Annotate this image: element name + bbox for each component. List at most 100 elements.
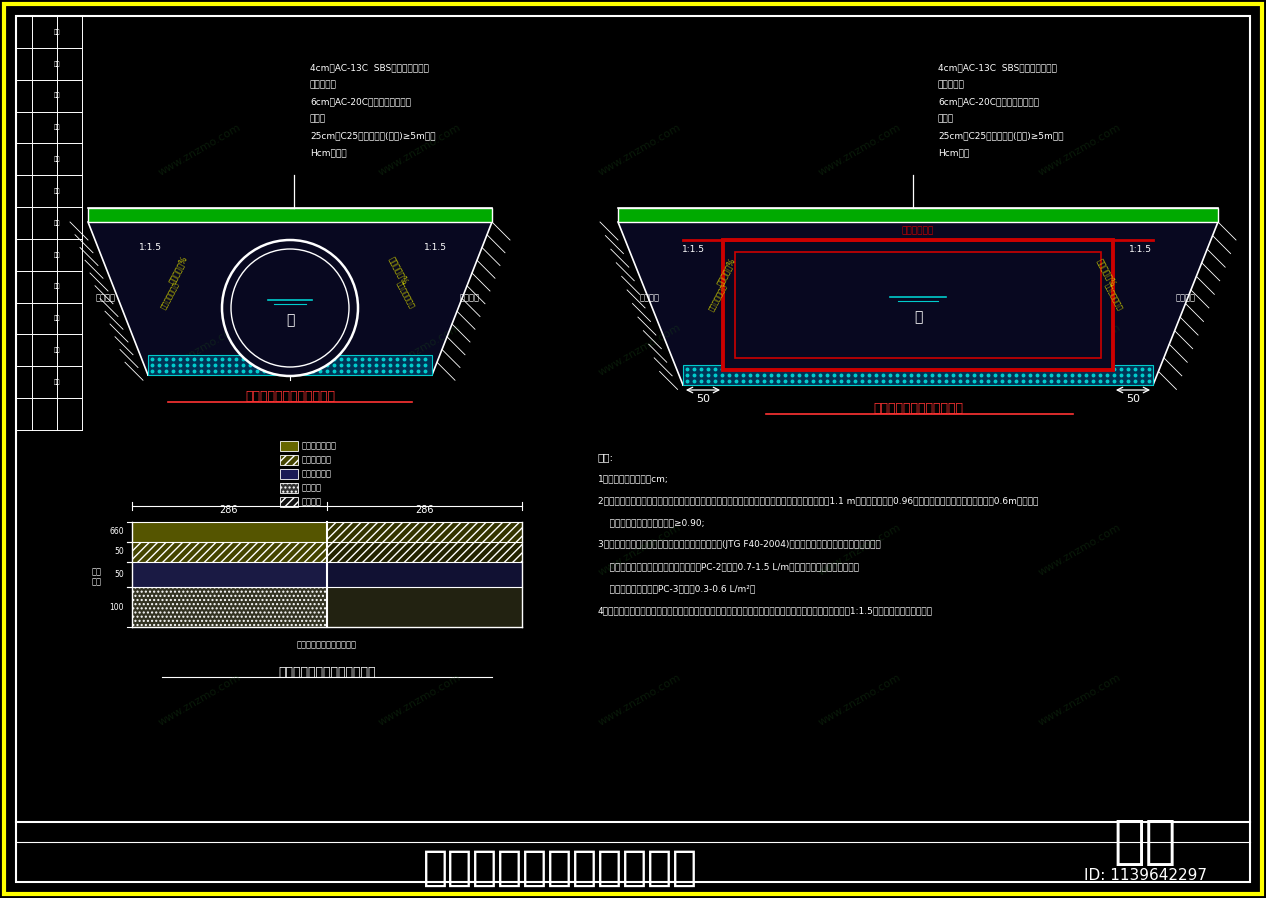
Text: www.znzmo.com: www.znzmo.com (1037, 523, 1123, 577)
Text: www.znzmo.com: www.znzmo.com (1037, 673, 1123, 727)
Bar (280, 455, 298, 465)
Text: 50: 50 (1125, 394, 1139, 404)
Text: www.znzmo.com: www.znzmo.com (1037, 322, 1123, 378)
Text: www.znzmo.com: www.znzmo.com (157, 673, 243, 727)
Bar (327, 587, 522, 627)
Text: 管涵顶面路面恢复结构图: 管涵顶面路面恢复结构图 (423, 847, 698, 889)
Text: 25cm厚C25水泥混凝土(毛面)≥5m一缝: 25cm厚C25水泥混凝土(毛面)≥5m一缝 (938, 131, 1063, 140)
Text: 透层油: 透层油 (938, 115, 955, 124)
Text: 路面: 路面 (53, 284, 61, 289)
Text: 里程: 里程 (53, 252, 61, 258)
Bar (280, 483, 298, 493)
Text: 处，喷洒通透层油型PC-3，用量0.3-0.6 L/m²。: 处，喷洒通透层油型PC-3，用量0.3-0.6 L/m²。 (598, 584, 756, 593)
Bar (132, 522, 327, 542)
Bar (723, 240, 1113, 370)
Text: 2、管涵填土：沿涵管管壁、壁角均沿管均匀填筑，采用细粒土或透水性填料压实填筑，填充大于1.1 m，压实度不小于0.96，管涵上不能大的车辆，管涵顶以0.6m覆填: 2、管涵填土：沿涵管管壁、壁角均沿管均匀填筑，采用细粒土或透水性填料压实填筑，填… (598, 496, 1038, 505)
Bar (618, 208, 1218, 222)
Bar (682, 365, 1153, 385)
Text: 混凝土上均匀喷洒，喷洒沥青粘层油型PC-2，用量0.7-1.5 L/m；新建路基上采用沥青透层油: 混凝土上均匀喷洒，喷洒沥青粘层油型PC-2，用量0.7-1.5 L/m；新建路基… (598, 562, 860, 571)
Text: 土料压实度%: 土料压实度% (1095, 257, 1117, 287)
Text: 100: 100 (109, 603, 124, 612)
Text: 坡度: 坡度 (53, 189, 61, 194)
Text: 路面: 路面 (406, 537, 418, 547)
Text: www.znzmo.com: www.znzmo.com (377, 523, 463, 577)
Text: www.znzmo.com: www.znzmo.com (598, 122, 684, 178)
Text: 4、原旧路面和新建路面基础施工路基处理，松软处填筑，旧路面处理一基一层共同工程范围内。具体比例1:1.5，最后冻融面部的铺筑。: 4、原旧路面和新建路面基础施工路基处理，松软处填筑，旧路面处理一基一层共同工程范… (598, 606, 933, 615)
Text: www.znzmo.com: www.znzmo.com (377, 322, 463, 378)
Text: 五一路管涵顶面路面结构图: 五一路管涵顶面路面结构图 (246, 390, 335, 402)
Bar (280, 497, 298, 507)
Text: 286: 286 (415, 505, 434, 515)
Text: Hcm土石: Hcm土石 (938, 148, 970, 157)
Text: www.znzmo.com: www.znzmo.com (817, 122, 903, 178)
Text: 宽度: 宽度 (53, 316, 61, 321)
Text: 宽度: 宽度 (53, 92, 61, 99)
Text: 最大不均匀系数: 最大不均匀系数 (396, 280, 417, 310)
Text: 6cm厚AC-20C中粒式沥青混凝土: 6cm厚AC-20C中粒式沥青混凝土 (310, 98, 411, 107)
Text: 沥青粘层油: 沥青粘层油 (310, 81, 337, 90)
Text: 设计: 设计 (53, 348, 61, 353)
Text: 最大不均匀系数: 最大不均匀系数 (708, 282, 728, 312)
Text: www.znzmo.com: www.znzmo.com (377, 673, 463, 727)
Text: 涵: 涵 (914, 310, 922, 324)
Text: www.znzmo.com: www.znzmo.com (157, 322, 243, 378)
Text: 土料压实度%: 土料压实度% (387, 254, 409, 286)
Bar (280, 469, 298, 479)
Text: 土料压实度%: 土料压实度% (715, 257, 737, 287)
Text: 复核: 复核 (53, 380, 61, 385)
Bar (327, 562, 522, 587)
Text: 新建混凝土层: 新建混凝土层 (303, 470, 332, 479)
Text: www.znzmo.com: www.znzmo.com (377, 122, 463, 178)
Bar (132, 562, 327, 587)
Bar (280, 441, 298, 451)
Text: www.znzmo.com: www.znzmo.com (1037, 122, 1123, 178)
Text: 路面: 路面 (53, 125, 61, 130)
Bar (148, 355, 432, 375)
Text: 新旧沥青路面基层搭接处理图: 新旧沥青路面基层搭接处理图 (279, 665, 376, 679)
Text: 以沥青混凝土基础处理为准: 以沥青混凝土基础处理为准 (298, 640, 357, 649)
Text: 最大不均匀系数: 最大不均匀系数 (1104, 282, 1124, 312)
Text: 3、沥青混凝土按照《公路沥青路面施工技术规范》(JTG F40-2004)施工，铺筑沥青混凝土前，先清扫基层: 3、沥青混凝土按照《公路沥青路面施工技术规范》(JTG F40-2004)施工，… (598, 540, 881, 549)
Circle shape (222, 240, 358, 376)
Text: 原有基层: 原有基层 (303, 483, 322, 492)
Text: 路基填土: 路基填土 (96, 294, 116, 303)
Text: 50: 50 (696, 394, 710, 404)
Bar (327, 522, 522, 542)
Bar (132, 587, 327, 627)
Text: www.znzmo.com: www.znzmo.com (817, 673, 903, 727)
Text: www.znzmo.com: www.znzmo.com (598, 322, 684, 378)
Text: 管: 管 (286, 313, 294, 327)
Text: 采用人工填筑施工，压实度≥0.90;: 采用人工填筑施工，压实度≥0.90; (598, 518, 704, 527)
Text: 1:1.5: 1:1.5 (681, 245, 704, 254)
Text: 1:1.5: 1:1.5 (1128, 245, 1152, 254)
Text: 50: 50 (114, 570, 124, 579)
Text: 高度: 高度 (53, 220, 61, 225)
Text: Hcm厚土石: Hcm厚土石 (310, 148, 347, 157)
Text: 五一路箱涵顶面路面结构图: 五一路箱涵顶面路面结构图 (874, 401, 963, 415)
Text: 路基填土: 路基填土 (1176, 294, 1196, 303)
Text: www.znzmo.com: www.znzmo.com (157, 523, 243, 577)
Text: 土料压实度%: 土料压实度% (167, 254, 189, 286)
Text: www.znzmo.com: www.znzmo.com (817, 322, 903, 378)
Text: 最大不均匀系数: 最大不均匀系数 (160, 280, 180, 310)
Text: 4cm厚AC-13C  SBS改性沥青混凝土: 4cm厚AC-13C SBS改性沥青混凝土 (938, 64, 1057, 73)
Text: 660: 660 (109, 527, 124, 536)
Text: 透层油: 透层油 (310, 115, 327, 124)
Bar (736, 252, 1101, 358)
Text: 4cm厚AC-13C  SBS改性沥青混凝土: 4cm厚AC-13C SBS改性沥青混凝土 (310, 64, 429, 73)
Text: 1:1.5: 1:1.5 (424, 243, 447, 252)
Text: 沥青粘层油: 沥青粘层油 (938, 81, 965, 90)
Text: 路面: 路面 (53, 61, 61, 66)
Polygon shape (89, 222, 492, 375)
Text: 新旧
路面: 新旧 路面 (92, 568, 103, 586)
Text: 286: 286 (220, 505, 238, 515)
Bar (327, 542, 522, 562)
Text: www.znzmo.com: www.znzmo.com (598, 523, 684, 577)
Text: 路基填土: 路基填土 (641, 294, 660, 303)
Text: 25cm厚C25水泥混凝土(毛面)≥5m一缝: 25cm厚C25水泥混凝土(毛面)≥5m一缝 (310, 131, 436, 140)
Text: 1:1.5: 1:1.5 (138, 243, 162, 252)
Text: 原路面结构层: 原路面结构层 (303, 455, 332, 464)
Text: 6cm厚AC-20C中粒式沥青混凝土: 6cm厚AC-20C中粒式沥青混凝土 (938, 98, 1039, 107)
Text: www.znzmo.com: www.znzmo.com (817, 523, 903, 577)
Text: 知末: 知末 (1113, 816, 1176, 868)
